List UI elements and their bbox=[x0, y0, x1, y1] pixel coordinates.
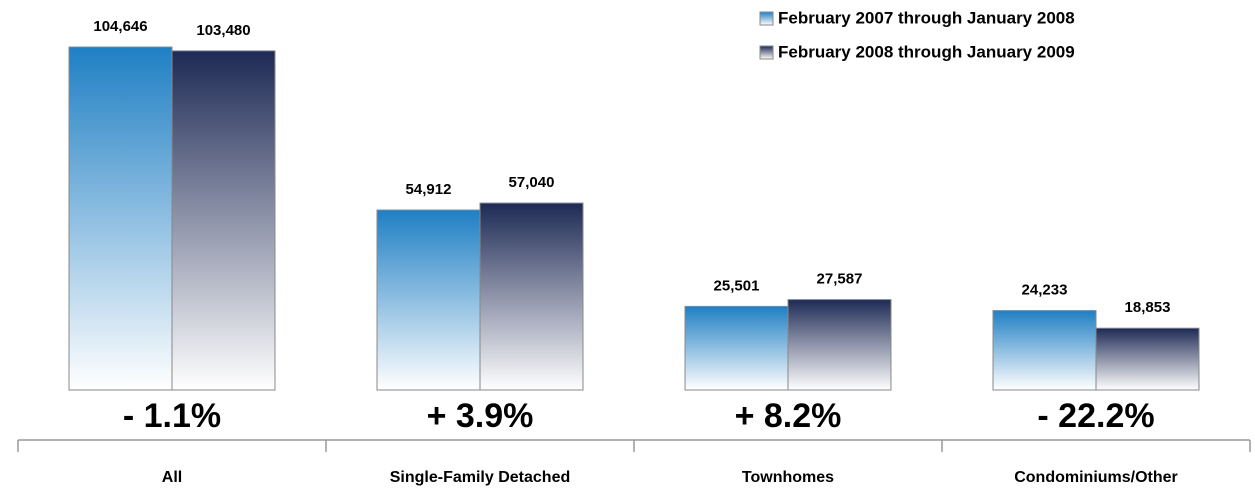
x-tick-label: Townhomes bbox=[742, 469, 834, 486]
bar bbox=[171, 50, 276, 391]
x-tick-label: Single-Family Detached bbox=[390, 469, 571, 486]
bar bbox=[479, 202, 584, 391]
bar bbox=[787, 299, 892, 391]
x-tick-label: Condominiums/Other bbox=[1014, 469, 1178, 486]
value-label: 27,587 bbox=[817, 271, 863, 288]
value-label: 54,912 bbox=[406, 181, 452, 198]
value-label: 18,853 bbox=[1125, 299, 1171, 316]
x-tick-label: All bbox=[162, 469, 182, 486]
bar bbox=[1095, 327, 1200, 391]
legend-label: February 2007 through January 2008 bbox=[778, 8, 1075, 27]
value-label: 57,040 bbox=[509, 174, 555, 191]
bar bbox=[684, 305, 789, 391]
legend-swatch bbox=[759, 45, 774, 60]
value-label: 24,233 bbox=[1022, 282, 1068, 299]
annotation: + 3.9% bbox=[427, 397, 534, 435]
value-label: 103,480 bbox=[196, 22, 250, 39]
legend-swatch bbox=[759, 11, 774, 26]
annotation: - 22.2% bbox=[1037, 397, 1154, 435]
value-label: 25,501 bbox=[714, 277, 760, 294]
bar bbox=[376, 209, 481, 391]
legend-label: February 2008 through January 2009 bbox=[778, 42, 1075, 61]
annotation: - 1.1% bbox=[123, 397, 221, 435]
value-label: 104,646 bbox=[93, 18, 147, 35]
bar bbox=[992, 310, 1097, 391]
annotation: + 8.2% bbox=[735, 397, 842, 435]
bar bbox=[68, 46, 173, 391]
